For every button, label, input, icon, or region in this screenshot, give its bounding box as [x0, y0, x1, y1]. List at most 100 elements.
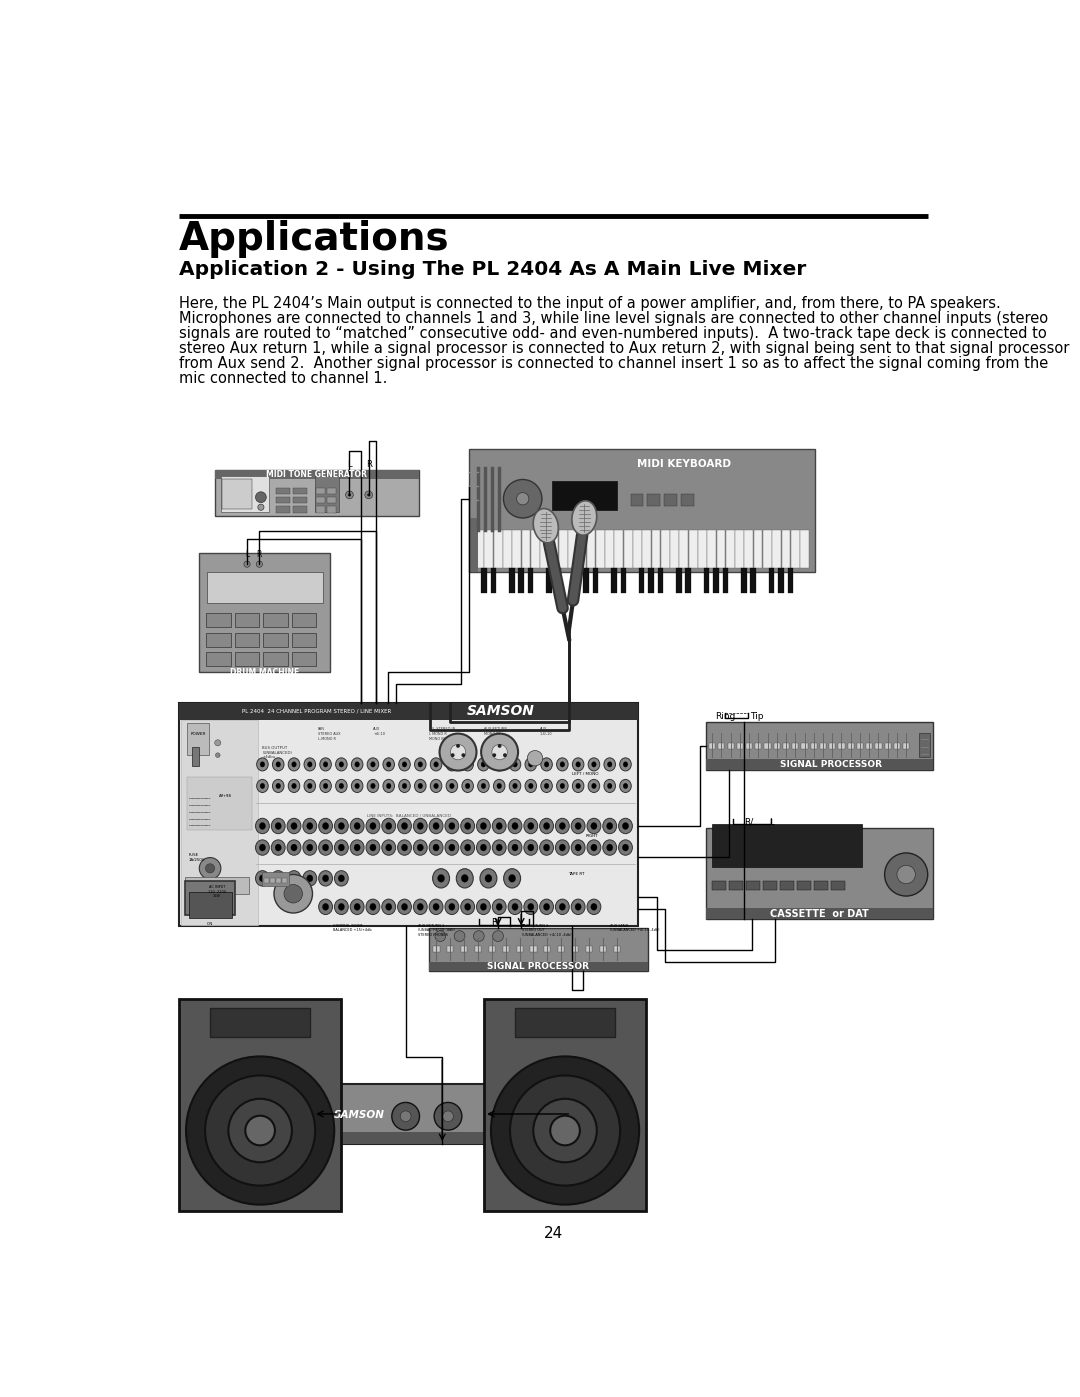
Ellipse shape: [272, 780, 284, 792]
FancyBboxPatch shape: [555, 569, 561, 594]
FancyBboxPatch shape: [605, 529, 613, 569]
Text: DRUM MACHINE: DRUM MACHINE: [230, 668, 299, 678]
Circle shape: [346, 490, 353, 499]
Circle shape: [503, 479, 542, 518]
FancyBboxPatch shape: [429, 961, 648, 971]
FancyBboxPatch shape: [856, 743, 863, 749]
FancyBboxPatch shape: [507, 1120, 512, 1129]
Ellipse shape: [382, 840, 395, 855]
Ellipse shape: [382, 900, 395, 915]
FancyBboxPatch shape: [593, 569, 598, 594]
Ellipse shape: [559, 904, 566, 911]
Ellipse shape: [320, 757, 332, 771]
Ellipse shape: [540, 900, 553, 915]
Ellipse shape: [492, 819, 507, 834]
Text: SIGNAL PROCESSOR: SIGNAL PROCESSOR: [780, 760, 882, 768]
Text: L: L: [347, 460, 352, 469]
Ellipse shape: [512, 844, 518, 851]
FancyBboxPatch shape: [797, 880, 811, 890]
Ellipse shape: [256, 840, 269, 855]
Circle shape: [244, 562, 251, 567]
FancyBboxPatch shape: [234, 613, 259, 627]
Ellipse shape: [620, 780, 632, 792]
Ellipse shape: [503, 869, 521, 888]
Text: PFL STEREO IN
L MONO R
MONO IN: PFL STEREO IN L MONO R MONO IN: [429, 728, 455, 740]
FancyBboxPatch shape: [706, 722, 933, 770]
Ellipse shape: [259, 875, 266, 882]
Ellipse shape: [367, 757, 379, 771]
FancyBboxPatch shape: [746, 743, 752, 749]
Ellipse shape: [417, 904, 423, 911]
Ellipse shape: [366, 900, 380, 915]
FancyBboxPatch shape: [611, 569, 617, 594]
FancyBboxPatch shape: [215, 471, 419, 479]
Ellipse shape: [386, 823, 392, 830]
Ellipse shape: [513, 761, 517, 767]
Circle shape: [186, 1056, 334, 1204]
Ellipse shape: [496, 904, 502, 911]
Ellipse shape: [354, 904, 361, 911]
FancyBboxPatch shape: [613, 946, 620, 953]
FancyBboxPatch shape: [710, 743, 715, 749]
FancyBboxPatch shape: [754, 529, 762, 569]
Ellipse shape: [559, 844, 566, 851]
FancyBboxPatch shape: [811, 743, 816, 749]
FancyBboxPatch shape: [647, 495, 660, 507]
Ellipse shape: [433, 823, 440, 830]
Circle shape: [228, 1099, 292, 1162]
Circle shape: [256, 562, 262, 567]
FancyBboxPatch shape: [484, 999, 646, 1211]
Circle shape: [245, 1116, 275, 1146]
Ellipse shape: [541, 780, 552, 792]
FancyBboxPatch shape: [461, 946, 468, 953]
Circle shape: [443, 1111, 454, 1122]
FancyBboxPatch shape: [698, 529, 706, 569]
Text: 24: 24: [544, 1227, 563, 1242]
Circle shape: [367, 493, 370, 496]
Text: R: R: [491, 918, 497, 926]
Ellipse shape: [559, 823, 566, 830]
Text: SAMSON: SAMSON: [467, 704, 535, 718]
Text: ━━━━━━━━━━━━━: ━━━━━━━━━━━━━: [189, 817, 210, 821]
Ellipse shape: [449, 904, 455, 911]
Ellipse shape: [477, 757, 489, 771]
Circle shape: [392, 1102, 419, 1130]
FancyBboxPatch shape: [316, 497, 325, 503]
Ellipse shape: [492, 900, 507, 915]
Text: Applications: Applications: [179, 219, 450, 258]
Ellipse shape: [323, 823, 328, 830]
Ellipse shape: [591, 904, 597, 911]
FancyBboxPatch shape: [706, 908, 933, 919]
FancyBboxPatch shape: [838, 743, 845, 749]
Text: R: R: [257, 550, 262, 559]
FancyBboxPatch shape: [283, 879, 287, 883]
FancyBboxPatch shape: [313, 1133, 571, 1144]
FancyBboxPatch shape: [498, 1119, 558, 1130]
FancyBboxPatch shape: [706, 759, 933, 770]
Ellipse shape: [350, 840, 364, 855]
Ellipse shape: [510, 757, 521, 771]
Ellipse shape: [607, 823, 612, 830]
Ellipse shape: [415, 757, 427, 771]
Ellipse shape: [555, 840, 569, 855]
Ellipse shape: [387, 761, 391, 767]
Ellipse shape: [288, 780, 300, 792]
FancyBboxPatch shape: [575, 569, 580, 594]
FancyBboxPatch shape: [276, 488, 291, 495]
Ellipse shape: [571, 819, 585, 834]
Ellipse shape: [603, 840, 617, 855]
FancyBboxPatch shape: [765, 743, 771, 749]
Ellipse shape: [370, 784, 375, 789]
Circle shape: [455, 930, 465, 942]
Text: AUX RETURN 1
(UNBAL.+4/-10 -4db)
STEREO PHONES: AUX RETURN 1 (UNBAL.+4/-10 -4db) STEREO …: [418, 923, 455, 937]
Ellipse shape: [292, 761, 296, 767]
Ellipse shape: [462, 780, 473, 792]
Ellipse shape: [572, 757, 584, 771]
Ellipse shape: [418, 761, 422, 767]
FancyBboxPatch shape: [596, 529, 605, 569]
Circle shape: [492, 753, 496, 757]
Ellipse shape: [433, 844, 440, 851]
Ellipse shape: [481, 761, 486, 767]
Ellipse shape: [445, 900, 459, 915]
FancyBboxPatch shape: [327, 497, 336, 503]
